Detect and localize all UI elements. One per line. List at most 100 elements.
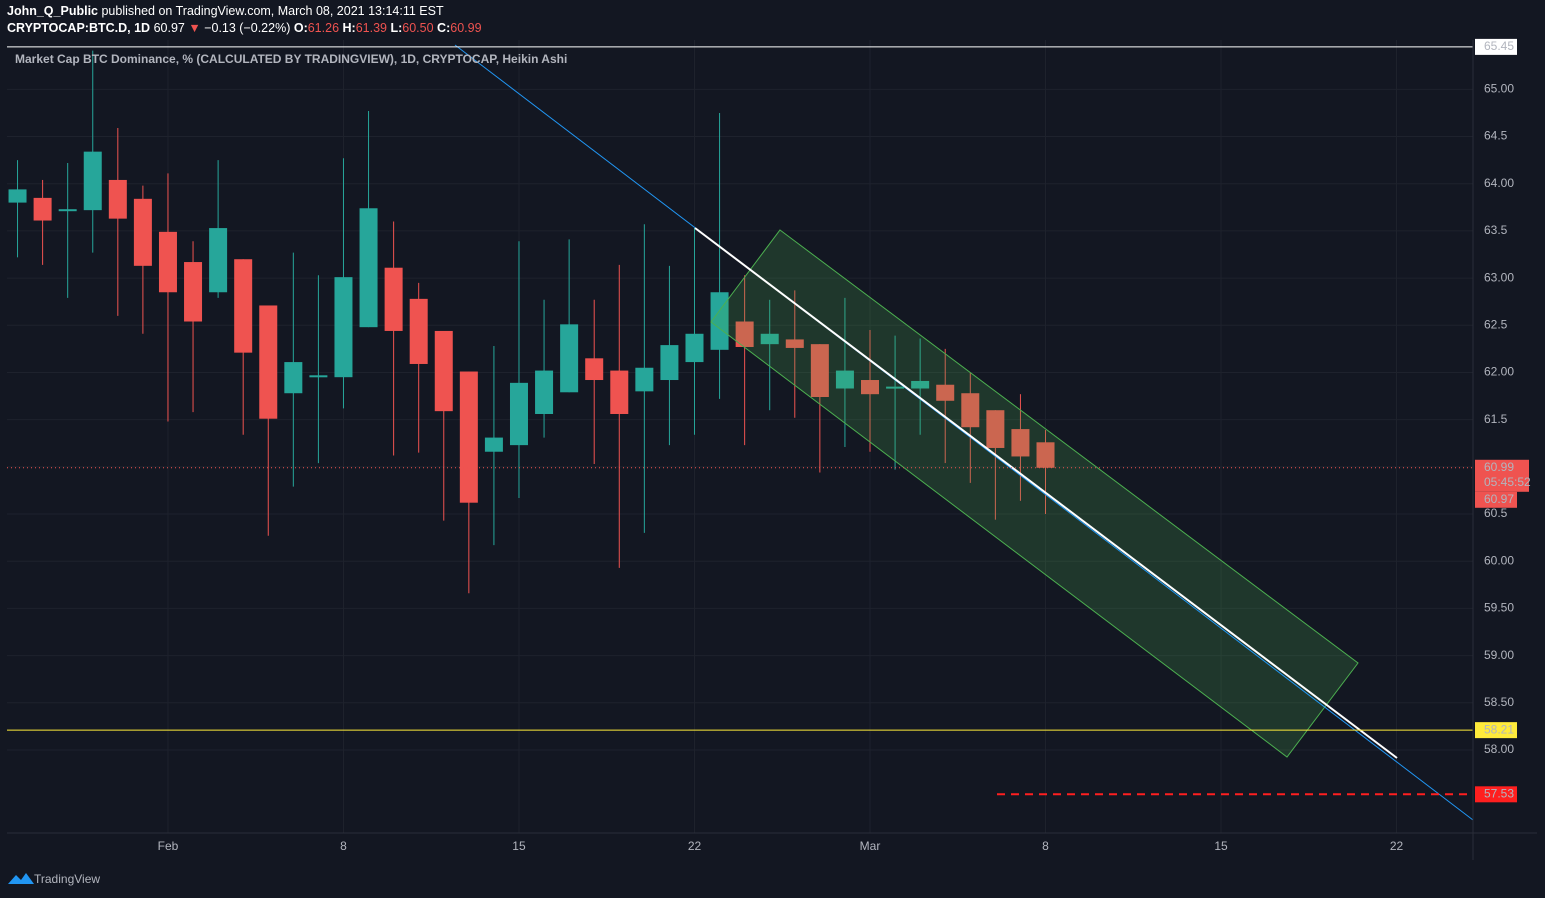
countdown: 05:45:52 <box>1484 475 1531 489</box>
candle-body <box>509 382 528 446</box>
candle-body <box>234 259 253 353</box>
level-box <box>1475 786 1517 803</box>
trend-line-white <box>694 227 1398 759</box>
candle-body <box>760 333 779 345</box>
y-tick-label: 60.5 <box>1484 506 1508 520</box>
candle-body <box>184 262 203 322</box>
last-price-label: 60.99 <box>1484 460 1514 474</box>
header-line: John_Q_Public published on TradingView.c… <box>7 4 444 18</box>
x-tick-label: 22 <box>1390 839 1404 853</box>
candle-body <box>861 380 880 395</box>
candle-body <box>484 437 503 452</box>
candle-body <box>133 198 152 266</box>
candle-body <box>384 267 403 331</box>
l: 60.50 <box>402 21 433 35</box>
candle-body <box>409 298 428 364</box>
candle-body <box>309 375 328 378</box>
candle-body <box>735 321 754 347</box>
x-tick-label: 8 <box>1042 839 1049 853</box>
level-label: 58.21 <box>1484 722 1514 736</box>
x-tick-label: Feb <box>158 839 179 853</box>
candle-body <box>108 179 127 219</box>
c: 60.99 <box>450 21 481 35</box>
o-label: O: <box>294 21 308 35</box>
arrow: ▼ <box>188 21 200 35</box>
y-tick-label: 62.5 <box>1484 317 1508 331</box>
candle-body <box>8 189 27 203</box>
candle-body <box>535 370 554 414</box>
candle-body <box>560 324 579 393</box>
candle-body <box>1011 429 1030 457</box>
candle-body <box>660 345 679 381</box>
candle-body <box>911 380 930 389</box>
level-label: 57.53 <box>1484 786 1514 800</box>
axes: 58.0058.5059.0059.5060.0060.561.0061.562… <box>158 38 1531 853</box>
y-tick-label: 58.00 <box>1484 742 1514 756</box>
trend-line <box>454 44 1474 821</box>
candle-body <box>936 384 955 401</box>
close-label: 60.97 <box>1484 492 1514 506</box>
candle-body <box>33 197 52 221</box>
levels <box>7 46 1473 796</box>
candle-body <box>334 277 353 378</box>
candle-body <box>886 386 905 389</box>
y-tick-label: 64.5 <box>1484 129 1508 143</box>
candle-body <box>835 370 854 389</box>
y-tick-label: 64.00 <box>1484 176 1514 190</box>
c-label: C: <box>437 21 450 35</box>
y-tick-label: 63.00 <box>1484 270 1514 284</box>
symbol-line: CRYPTOCAP:BTC.D, 1D 60.97 ▼ −0.13 (−0.22… <box>7 21 482 35</box>
candles <box>8 50 1055 594</box>
candle-body <box>710 292 729 350</box>
symbol: CRYPTOCAP:BTC.D, 1D <box>7 21 150 35</box>
candle-body <box>610 370 629 414</box>
x-tick-label: 8 <box>340 839 347 853</box>
y-tick-label: 60.00 <box>1484 553 1514 567</box>
close-box <box>1475 491 1517 508</box>
candle-body <box>986 410 1005 448</box>
candle-body <box>83 151 102 211</box>
y-tick-label: 65.00 <box>1484 82 1514 96</box>
x-tick-label: 22 <box>688 839 702 853</box>
change: −0.13 (−0.22%) <box>204 21 290 35</box>
y-tick-label: 61.5 <box>1484 412 1508 426</box>
h-label: H: <box>343 21 356 35</box>
x-tick-label: Mar <box>860 839 881 853</box>
author: John_Q_Public <box>7 4 98 18</box>
level-label: 65.45 <box>1484 39 1514 53</box>
candle-body <box>158 231 177 293</box>
candle-body <box>434 330 453 412</box>
y-tick-label: 59.00 <box>1484 648 1514 662</box>
published: published on TradingView.com, March 08, … <box>101 4 443 18</box>
y-tick-label: 58.50 <box>1484 695 1514 709</box>
last-price-box <box>1475 459 1529 492</box>
candle-body <box>585 358 604 381</box>
legend: Market Cap BTC Dominance, % (CALCULATED … <box>15 52 567 66</box>
candle-body <box>961 393 980 428</box>
drawings <box>454 44 1474 821</box>
l-label: L: <box>390 21 402 35</box>
level-box <box>1475 722 1517 739</box>
brand: TradingView <box>34 872 100 886</box>
y-tick-label: 63.5 <box>1484 223 1508 237</box>
x-tick-label: 15 <box>512 839 526 853</box>
level-box <box>1475 38 1517 55</box>
candle-body <box>359 208 378 328</box>
candle-body <box>58 209 77 212</box>
y-tick-label: 62.00 <box>1484 365 1514 379</box>
candle-body <box>810 344 829 398</box>
last: 60.97 <box>154 21 185 35</box>
x-tick-label: 15 <box>1214 839 1228 853</box>
candle-body <box>685 333 704 363</box>
candle-body <box>209 228 228 293</box>
candle-body <box>459 371 478 503</box>
logo <box>8 873 34 884</box>
y-tick-label: 59.50 <box>1484 601 1514 615</box>
candle-body <box>635 367 654 392</box>
candle-body <box>1036 442 1055 468</box>
candle-body <box>785 339 804 348</box>
o: 61.26 <box>308 21 339 35</box>
candle-body <box>259 305 278 419</box>
